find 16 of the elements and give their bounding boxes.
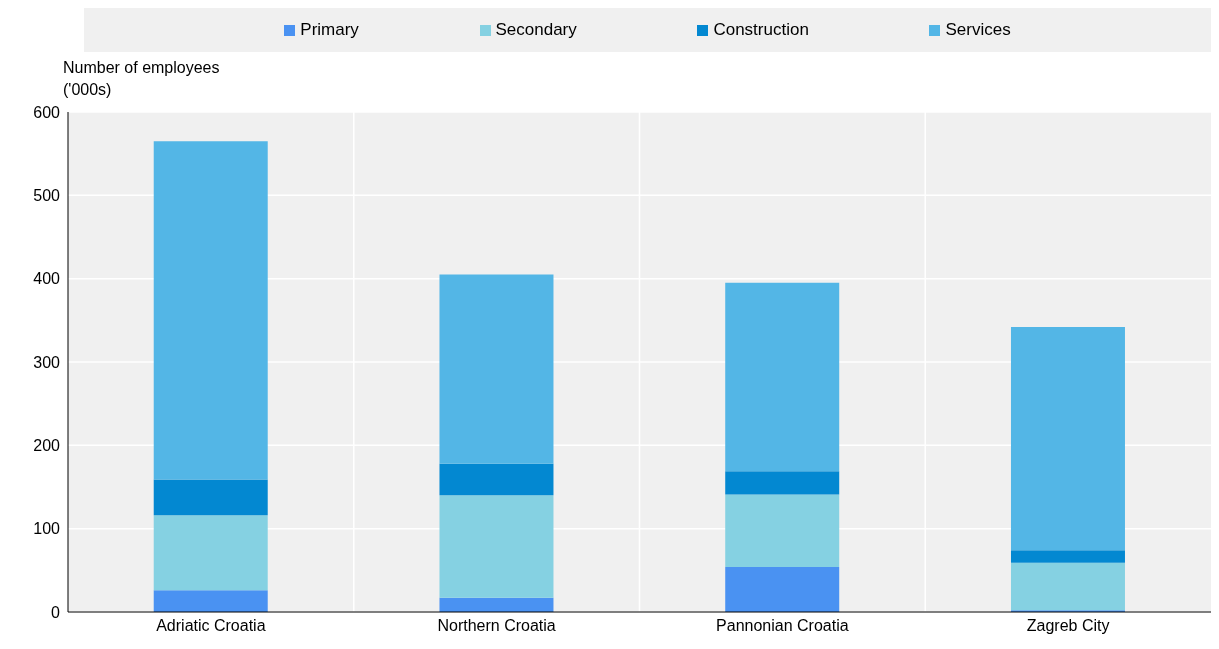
y-tick-label: 600 [33, 103, 61, 121]
legend-label: Services [944, 20, 1011, 40]
y-tick-label: 400 [33, 270, 61, 288]
legend-label: Secondary [494, 20, 577, 40]
x-tick-label: Zagreb City [1026, 617, 1110, 635]
y-tick-label: 300 [33, 353, 61, 371]
legend-label: Primary [299, 20, 359, 40]
x-tick-label: Adriatic Croatia [156, 617, 266, 635]
x-tick-label: Pannonian Croatia [716, 617, 849, 635]
y-tick-label: 500 [33, 187, 61, 205]
y-tick-label: 200 [33, 437, 61, 455]
y-tick-label: 0 [51, 603, 61, 621]
x-tick-label: Northern Croatia [437, 617, 556, 635]
y-axis-title: Number of employees ('000s) [63, 58, 221, 100]
y-tick-label: 100 [33, 520, 61, 538]
legend-label: Construction [712, 20, 809, 40]
